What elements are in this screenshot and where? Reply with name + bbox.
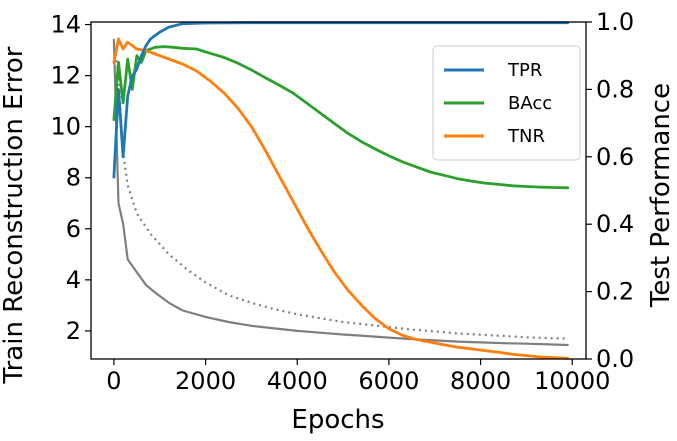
legend-label-tnr: TNR [507,126,545,147]
x-tick-label-0: 0 [106,367,121,395]
y-left-tick-label-10: 10 [50,113,81,141]
series-line-tnr [112,37,570,360]
legend-label-tpr: TPR [507,60,542,81]
y-axis-left-label: Train Reconstruction Error [0,46,29,384]
y-right-tick-label-0-6: 0.6 [596,143,634,171]
y-right-tick-label-0-0: 0.0 [596,345,634,373]
x-tick-label-2000: 2000 [175,367,236,395]
y-left-tick-label-2: 2 [66,317,81,345]
ticks-layer: 0 2000 4000 6000 8000 10000 2 4 6 8 10 12 14 0.0 0.2 0.… [50,8,634,395]
y-left-tick-label-14: 14 [50,11,81,39]
legend-box [432,45,581,161]
x-tick-label-8000: 8000 [450,367,511,395]
x-tick-label-4000: 4000 [267,367,328,395]
x-axis-label: Epochs [291,405,384,435]
x-tick-label-10000: 10000 [534,367,610,395]
y-left-tick-label-4: 4 [66,266,81,294]
y-left-tick-label-6: 6 [66,215,81,243]
series-layer [112,21,570,360]
series-line-gray-dotted [112,42,568,340]
y-right-tick-label-0-2: 0.2 [596,278,634,306]
series-line-gray-solid [112,38,569,347]
y-left-tick-label-12: 12 [50,62,81,90]
y-right-tick-label-1-0: 1.0 [596,8,634,36]
series-line-bacc [112,45,570,190]
legend-label-bacc: BAcc [508,93,552,114]
series-line-tpr [112,21,570,179]
y-right-tick-label-0-4: 0.4 [596,210,634,238]
legend: TPR BAcc TNR [432,45,581,161]
x-tick-label-6000: 6000 [358,367,419,395]
y-right-tick-label-0-8: 0.8 [596,75,634,103]
plot-frame [90,21,587,360]
y-axis-right-label: Test Performance [646,83,676,308]
y-left-tick-label-8: 8 [66,164,81,192]
